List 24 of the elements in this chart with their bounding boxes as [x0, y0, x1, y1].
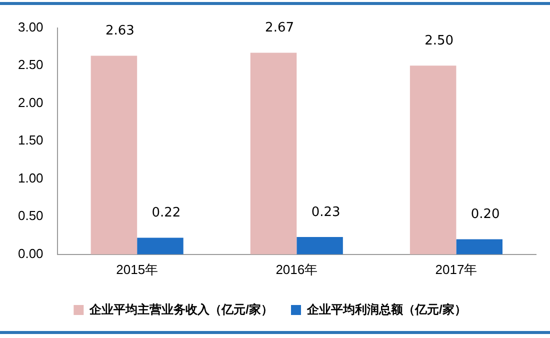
bar: [137, 238, 184, 254]
data-label: 2.67: [265, 20, 294, 36]
bar: [250, 52, 297, 254]
bar: [90, 56, 138, 254]
bar: [296, 237, 343, 254]
x-tick-label: 2017年: [435, 262, 478, 277]
data-label: 0.20: [470, 207, 500, 222]
data-label: 0.23: [311, 204, 340, 220]
x-tick-label: 2016年: [276, 262, 318, 277]
y-tick-label: 2.50: [18, 57, 44, 72]
data-label: 0.22: [152, 206, 181, 221]
bar: [456, 239, 502, 254]
data-label: 2.50: [424, 33, 454, 48]
data-label: 2.63: [105, 24, 134, 39]
legend-label: 企业平均利润总额（亿元/家）: [306, 302, 466, 316]
x-tick-label: 2015年: [116, 262, 158, 277]
y-tick-label: 2.00: [18, 94, 44, 110]
y-tick-label: 0.50: [18, 208, 44, 224]
y-tick-label: 1.50: [18, 132, 44, 148]
bar: [410, 66, 456, 254]
y-tick-label: 3.00: [18, 19, 44, 34]
y-tick-label: 0.00: [18, 246, 44, 261]
y-tick-label: 1.00: [18, 170, 44, 186]
legend-label: 企业平均主营业务收入（亿元/家）: [88, 302, 274, 316]
